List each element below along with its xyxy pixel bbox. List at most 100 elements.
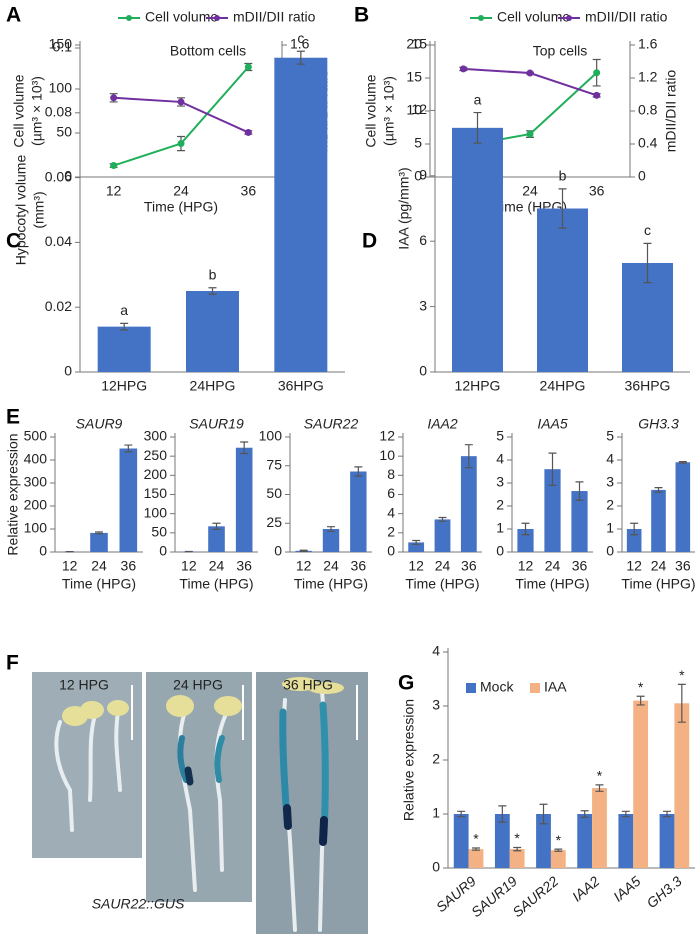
error-bar <box>558 188 567 229</box>
error-bar <box>621 810 630 818</box>
bar <box>186 291 239 372</box>
error-bar <box>636 695 645 706</box>
x-tick-label: 24 <box>323 558 339 574</box>
error-bar <box>539 803 548 825</box>
error-bar <box>296 50 305 65</box>
x-tick-label: 12 <box>408 558 424 574</box>
error-bar <box>457 810 466 818</box>
error-bar <box>630 522 639 536</box>
bar <box>434 519 451 552</box>
y-tick-label: 5 <box>414 135 422 151</box>
x-axis-label: Time (HPG) <box>62 576 136 592</box>
y-tick-label: 20 <box>406 36 422 52</box>
error-bar <box>513 846 522 852</box>
bar <box>235 447 253 552</box>
chart-title: SAUR19 <box>189 416 244 432</box>
bar <box>208 526 225 552</box>
bar <box>494 814 510 868</box>
x-tick-label: 36 <box>675 558 691 574</box>
y-axis-label: Relative expression <box>5 433 21 555</box>
error-bar <box>473 111 482 144</box>
y-axis-label: (µm³ × 10³) <box>29 76 45 146</box>
error-bar <box>654 487 663 493</box>
legend-label: Mock <box>480 679 514 695</box>
point <box>244 128 252 136</box>
error-bar <box>354 466 363 477</box>
y2-tick-label: 0 <box>638 168 646 184</box>
x-tick-label: 36 <box>589 183 605 199</box>
y-tick-label: 0.06 <box>45 168 72 184</box>
y-tick-label: 100 <box>49 80 73 96</box>
photo-label: 24 HPG <box>173 677 223 693</box>
x-tick-label: 12 <box>626 558 642 574</box>
point <box>110 162 118 170</box>
legend-marker <box>566 15 572 21</box>
point <box>244 63 252 71</box>
y-tick-label: 0 <box>387 543 395 559</box>
y-tick-label: 3 <box>606 474 614 490</box>
bar <box>651 489 666 552</box>
y-tick-label: 4 <box>496 451 504 467</box>
y-tick-label: 300 <box>24 474 48 490</box>
x-tick-label: 24 <box>435 558 451 574</box>
point <box>593 69 601 77</box>
panel-letter: B <box>354 4 369 27</box>
point <box>110 94 118 102</box>
y-tick-label: 2 <box>496 497 504 513</box>
annotation: a <box>474 91 482 107</box>
annotation: b <box>559 168 567 184</box>
y-tick-label: 2 <box>606 497 614 513</box>
y-tick-label: 9 <box>419 167 427 183</box>
bar <box>577 814 593 868</box>
point <box>526 69 534 77</box>
panel-letter: E <box>6 406 20 429</box>
panel-letter: A <box>6 4 21 27</box>
y-tick-label: 15 <box>406 69 422 85</box>
error-bar <box>438 516 447 522</box>
y-tick-label: 250 <box>144 447 168 463</box>
y-tick-label: 100 <box>24 520 48 536</box>
x-tick-label: 12 <box>296 558 312 574</box>
error-bar <box>677 683 686 723</box>
chart-title: Top cells <box>533 43 587 59</box>
panel-letter: C <box>6 230 21 253</box>
chart-title: GH3.3 <box>638 416 679 432</box>
error-bar <box>240 441 249 455</box>
x-tick-label: 12 <box>62 558 78 574</box>
legend-marker <box>214 15 220 21</box>
error-bar <box>548 452 557 486</box>
error-bar <box>498 805 507 823</box>
point <box>526 130 534 138</box>
legend-label: IAA <box>544 679 567 695</box>
y-tick-label: 10 <box>406 102 422 118</box>
y-tick-label: 4 <box>606 451 614 467</box>
y-tick-label: 0 <box>159 543 167 559</box>
annotation: * <box>514 830 520 846</box>
cotyledons <box>62 677 344 726</box>
bar <box>571 491 588 552</box>
x-tick-label: 36 <box>236 558 252 574</box>
y-tick-label: 0 <box>39 543 47 559</box>
y-tick-label: 6 <box>387 485 395 501</box>
y-tick-label: 4 <box>432 643 440 659</box>
x-axis-label: Time (HPG) <box>179 576 253 592</box>
y-tick-label: 12 <box>411 101 427 117</box>
annotation: c <box>297 30 304 46</box>
y-tick-label: 25 <box>266 514 282 530</box>
annotation: * <box>597 768 603 784</box>
y-tick-label: 0.02 <box>45 298 72 314</box>
bar <box>408 542 425 552</box>
x-axis-label: Time (HPG) <box>515 576 589 592</box>
x-tick-label: 24 <box>522 183 538 199</box>
y-tick-label: 0 <box>496 543 504 559</box>
y-tick-label: 200 <box>144 466 168 482</box>
x-tick-label: 24 <box>209 558 225 574</box>
legend-swatch <box>530 683 540 693</box>
annotation: * <box>556 832 562 848</box>
y-tick-label: 1 <box>432 805 440 821</box>
bar <box>90 532 108 552</box>
error-bar <box>580 810 589 818</box>
chart-title: SAUR9 <box>76 416 123 432</box>
x-axis-label: Time (HPG) <box>144 199 218 215</box>
y2-tick-label: 0.4 <box>638 135 658 151</box>
